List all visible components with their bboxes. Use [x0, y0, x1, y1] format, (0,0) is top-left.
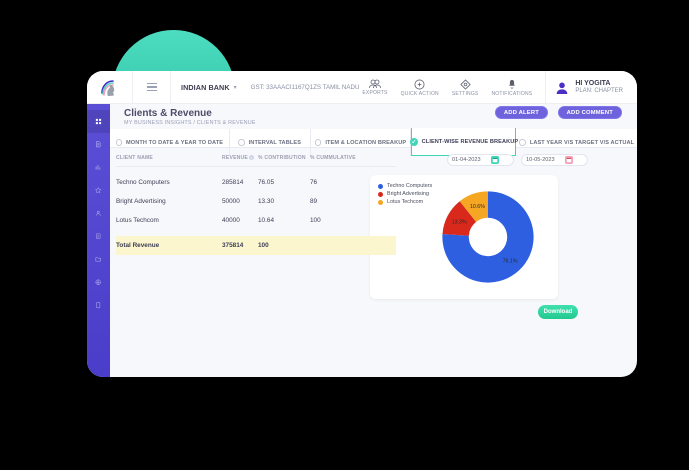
svg-text:10.6%: 10.6%	[470, 204, 485, 210]
svg-text:13.3%: 13.3%	[451, 220, 466, 226]
svg-text:76.1%: 76.1%	[502, 259, 517, 265]
